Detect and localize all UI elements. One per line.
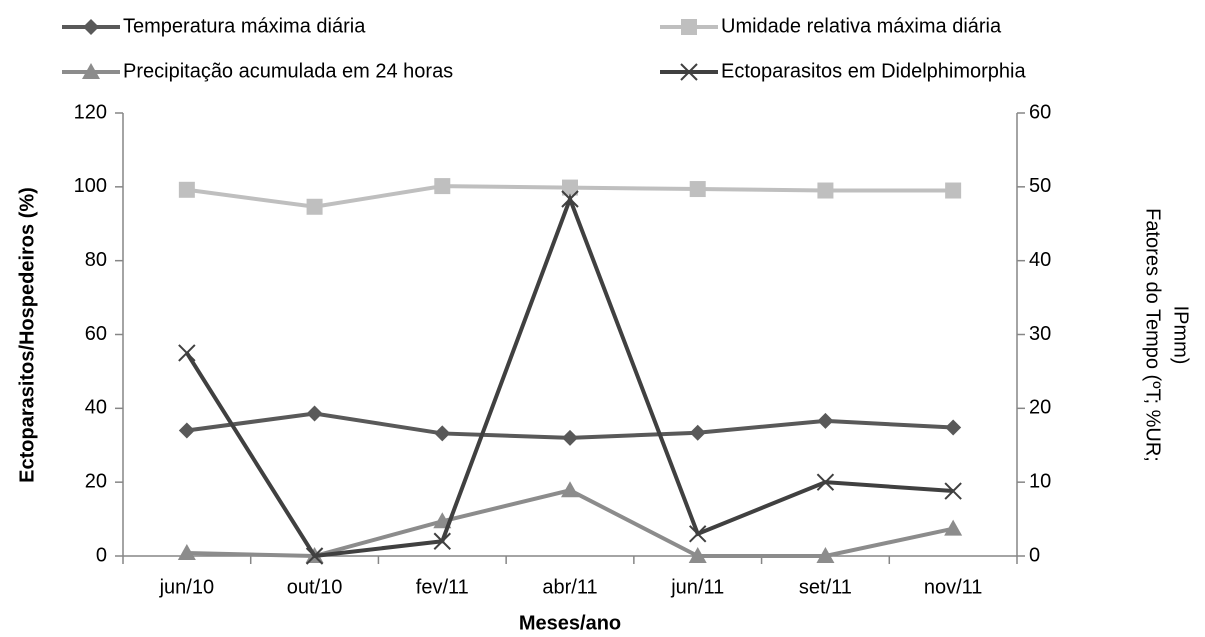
series-line xyxy=(185,193,954,559)
marker xyxy=(306,198,323,215)
y2-tick-label: 10 xyxy=(1029,470,1051,492)
marker xyxy=(680,63,698,81)
y2-tick-label: 20 xyxy=(1029,397,1051,419)
legend-label: Temperatura máxima diária xyxy=(123,15,366,37)
x-tick-label: abr/11 xyxy=(542,576,597,598)
y-tick-label: 20 xyxy=(85,470,107,492)
marker xyxy=(816,547,835,563)
legend-label: Umidade relativa máxima diária xyxy=(721,15,1002,37)
y-tick-label: 0 xyxy=(96,544,107,566)
y2-tick-label: 40 xyxy=(1029,249,1051,271)
marker xyxy=(688,547,707,563)
x-tick-label: nov/11 xyxy=(924,576,983,598)
y2-axis-title: IPmm) xyxy=(1170,306,1192,365)
x-tick-label: out/10 xyxy=(287,576,343,598)
x-tick-label: jun/11 xyxy=(670,576,724,598)
marker xyxy=(689,525,707,543)
y2-tick-label: 0 xyxy=(1029,544,1040,566)
y-axis-title: Ectoparasitos/Hospedeiros (%) xyxy=(16,187,38,483)
marker xyxy=(562,429,578,446)
marker xyxy=(816,473,835,491)
marker xyxy=(817,182,834,199)
y-tick-label: 60 xyxy=(85,323,107,345)
marker xyxy=(945,419,962,436)
marker xyxy=(305,547,324,565)
y-tick-label: 100 xyxy=(74,175,107,197)
marker xyxy=(944,482,962,500)
marker xyxy=(434,178,451,195)
marker xyxy=(178,422,195,439)
marker xyxy=(433,532,451,550)
marker xyxy=(306,405,323,422)
y2-tick-label: 60 xyxy=(1029,101,1051,123)
legend-label: Ectoparasitos em Didelphimorphia xyxy=(721,60,1026,82)
marker xyxy=(945,182,962,199)
y2-tick-label: 30 xyxy=(1029,323,1051,345)
marker xyxy=(178,181,195,198)
x-axis-title: Meses/ano xyxy=(519,612,621,634)
marker xyxy=(83,19,99,35)
marker xyxy=(561,481,579,498)
marker xyxy=(434,425,451,442)
y-tick-label: 120 xyxy=(74,101,107,123)
y-tick-label: 80 xyxy=(85,249,107,271)
y2-tick-label: 50 xyxy=(1029,175,1051,197)
marker xyxy=(177,544,196,561)
series-line xyxy=(186,488,954,559)
marker xyxy=(944,519,963,536)
marker xyxy=(817,412,834,429)
legend-label: Precipitação acumulada em 24 horas xyxy=(123,60,453,82)
x-tick-label: jun/10 xyxy=(159,576,215,598)
marker xyxy=(561,190,579,208)
marker xyxy=(689,424,706,441)
y-tick-label: 40 xyxy=(85,397,107,419)
x-tick-label: fev/11 xyxy=(416,576,469,598)
x-tick-label: set/11 xyxy=(799,576,852,598)
marker xyxy=(178,344,196,362)
marker xyxy=(82,63,100,79)
marker xyxy=(681,19,697,35)
y2-axis-title: Fatores do Tempo (ºT; %UR; xyxy=(1142,208,1164,462)
marker xyxy=(562,179,578,196)
marker xyxy=(689,181,706,198)
